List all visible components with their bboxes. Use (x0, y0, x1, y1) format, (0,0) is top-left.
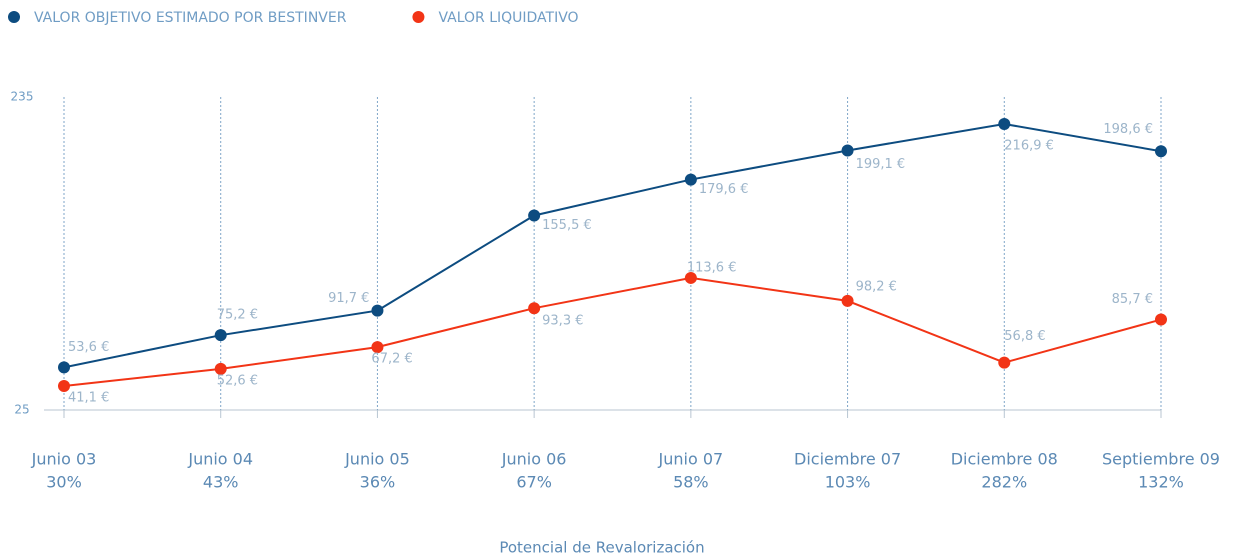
data-point (1155, 145, 1167, 158)
x-tick-label: Diciembre 08 (951, 450, 1058, 469)
potential-label: 103% (825, 473, 871, 492)
data-label: 199,1 € (856, 157, 906, 172)
data-label: 91,7 € (328, 291, 369, 306)
data-label: 85,7 € (1112, 292, 1153, 307)
x-tick-label: Junio 04 (187, 450, 253, 469)
potential-label: 58% (673, 473, 709, 492)
data-point (684, 271, 697, 284)
legend-label: VALOR LIQUIDATIVO (438, 10, 578, 26)
data-label: 198,6 € (1103, 122, 1153, 137)
series-line (63, 276, 1162, 387)
data-point (214, 362, 227, 375)
potential-label: 67% (516, 473, 552, 492)
x-tick-label: Septiembre 09 (1102, 450, 1220, 469)
x-axis-label: Potencial de Revalorización (499, 539, 704, 556)
data-point (1155, 313, 1167, 326)
potential-label: 30% (46, 473, 82, 492)
potential-label: 132% (1138, 473, 1184, 492)
x-tick-label: Junio 06 (501, 450, 567, 469)
data-label: 56,8 € (1004, 329, 1045, 344)
x-tick-label: Diciembre 07 (794, 450, 901, 469)
data-label: 75,2 € (217, 308, 258, 323)
data-point (371, 304, 384, 317)
data-label: 216,9 € (1004, 138, 1054, 153)
data-label: 53,6 € (68, 340, 109, 355)
data-point (214, 329, 227, 342)
data-point (841, 144, 854, 157)
data-point (58, 361, 70, 374)
data-label: 113,6 € (687, 260, 737, 275)
y-tick-label: 25 (14, 403, 29, 417)
legend-marker (8, 11, 20, 23)
data-point (998, 117, 1011, 130)
data-point (528, 209, 541, 222)
data-point (58, 380, 70, 393)
data-point (371, 341, 384, 354)
x-tick-label: Junio 05 (344, 450, 410, 469)
y-tick-label: 235 (11, 90, 34, 104)
series-line (63, 122, 1162, 369)
legend-marker (412, 11, 425, 23)
data-point (998, 356, 1011, 369)
potential-label: 43% (203, 473, 239, 492)
data-point (528, 302, 541, 315)
data-label: 98,2 € (856, 279, 897, 294)
x-tick-label: Junio 03 (31, 450, 97, 469)
data-label: 155,5 € (542, 218, 592, 233)
data-label: 67,2 € (371, 352, 412, 367)
potential-label: 282% (981, 473, 1027, 492)
x-tick-label: Junio 07 (658, 450, 724, 469)
potential-label: 36% (360, 473, 396, 492)
data-label: 179,6 € (699, 182, 749, 197)
data-label: 41,1 € (68, 391, 109, 406)
data-label: 52,6 € (217, 373, 258, 388)
legend-label: VALOR OBJETIVO ESTIMADO POR BESTINVER (34, 10, 347, 26)
data-label: 93,3 € (542, 314, 583, 329)
data-point (684, 173, 697, 186)
data-point (841, 294, 854, 307)
